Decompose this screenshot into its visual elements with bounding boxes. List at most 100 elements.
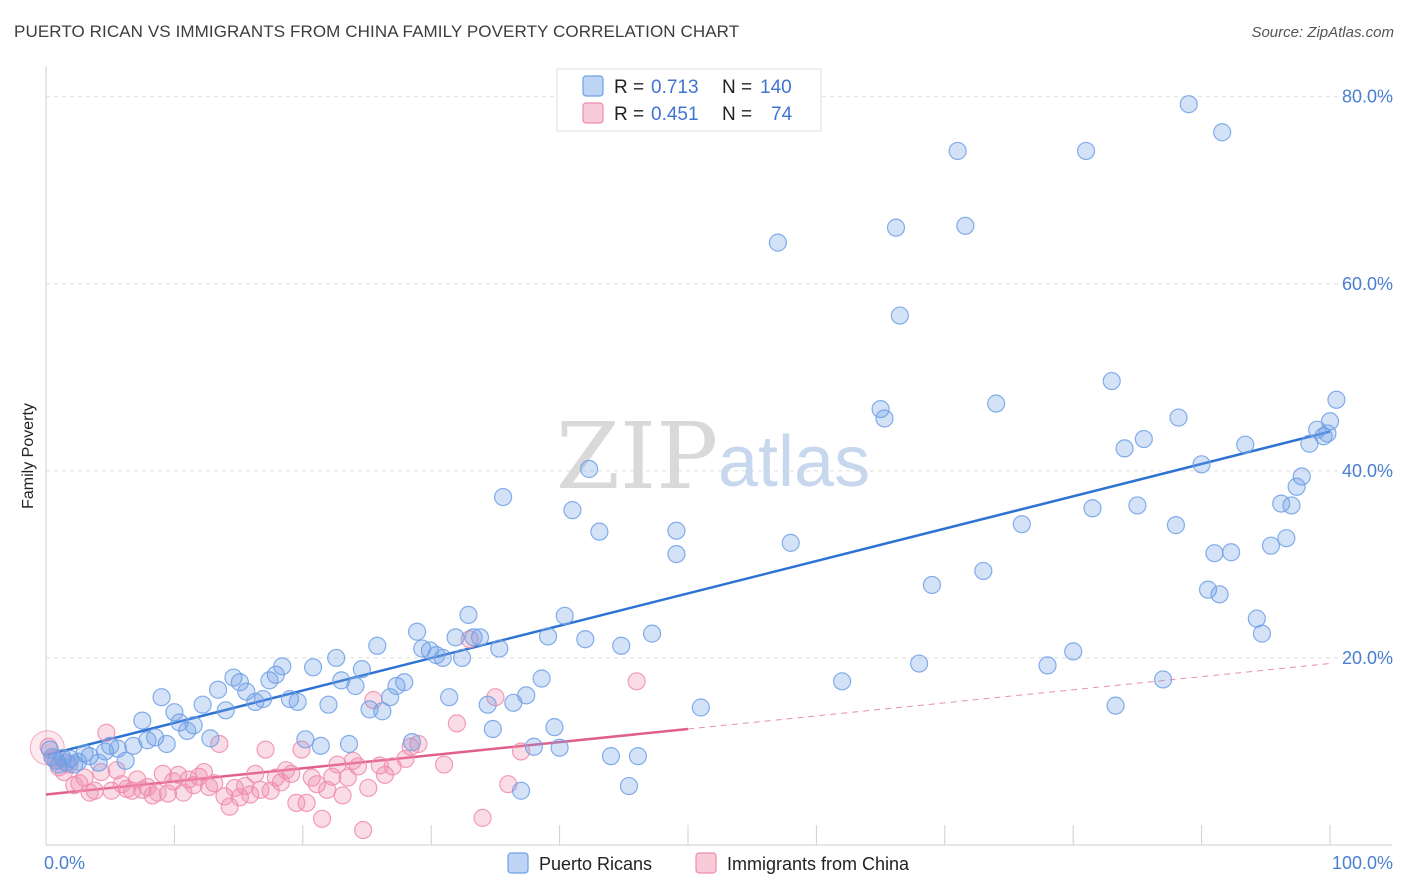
point-puerto-rican-74: [524, 737, 544, 756]
point-puerto-rican-91: [691, 698, 710, 717]
point-puerto-rican-102: [956, 216, 975, 235]
point-puerto-rican-65: [464, 628, 483, 647]
point-puerto-rican-46: [339, 734, 359, 754]
y-tick-label-40: 40.0%: [1342, 461, 1393, 481]
point-puerto-rican-106: [1038, 656, 1057, 675]
point-puerto-rican-100: [922, 575, 942, 595]
point-puerto-rican-75: [532, 669, 551, 688]
point-puerto-rican-52: [381, 688, 400, 707]
y-tick-label-20: 20.0%: [1342, 648, 1393, 668]
watermark-atlas: atlas: [718, 422, 870, 502]
point-puerto-rican-77: [545, 718, 564, 737]
point-puerto-rican-118: [1179, 95, 1198, 114]
point-puerto-rican-62: [446, 628, 465, 647]
point-china-74: [486, 688, 505, 707]
point-puerto-rican-21: [157, 734, 176, 754]
point-china-6: [70, 774, 89, 793]
point-china-52: [307, 775, 327, 794]
point-puerto-rican-51: [373, 702, 392, 721]
point-puerto-rican-133: [1292, 467, 1311, 486]
trend-line-0: [45, 430, 1331, 757]
point-puerto-rican-19: [146, 728, 165, 747]
point-puerto-rican-104: [987, 394, 1006, 413]
point-china-61: [354, 820, 373, 840]
point-puerto-rican-70: [494, 487, 513, 507]
point-china-17: [128, 770, 147, 789]
point-puerto-rican-122: [1210, 585, 1229, 604]
point-china-57: [333, 786, 352, 805]
y-tick-label-60: 60.0%: [1342, 274, 1393, 294]
point-puerto-rican-114: [1134, 429, 1153, 449]
point-puerto-rican-28: [208, 680, 228, 699]
point-puerto-rican-11: [89, 753, 108, 772]
point-puerto-rican-109: [1083, 499, 1102, 518]
point-puerto-rican-87: [628, 747, 648, 766]
point-china-53: [312, 809, 332, 828]
point-puerto-rican-48: [352, 660, 371, 679]
grid-lines: [46, 96, 1392, 659]
point-puerto-rican-78: [550, 738, 569, 757]
point-puerto-rican-92: [768, 233, 787, 252]
point-china-59: [343, 751, 362, 770]
point-puerto-rican-86: [619, 776, 639, 796]
point-puerto-rican-95: [871, 400, 890, 419]
point-china-56: [328, 755, 347, 774]
point-puerto-rican-32: [237, 682, 256, 701]
point-puerto-rican-42: [311, 736, 330, 755]
point-puerto-rican-113: [1128, 496, 1147, 515]
point-puerto-rican-9: [75, 744, 94, 763]
point-puerto-rican-124: [1222, 543, 1241, 562]
point-puerto-rican-125: [1236, 435, 1255, 454]
point-puerto-rican-98: [890, 306, 909, 325]
point-china-9: [85, 781, 104, 800]
legend-n-value-2: 74: [771, 104, 793, 125]
point-puerto-rican-76: [538, 627, 558, 646]
point-china-47: [282, 764, 301, 784]
point-puerto-rican-34: [253, 689, 273, 709]
point-puerto-rican-82: [580, 459, 599, 479]
point-puerto-rican-47: [346, 676, 365, 696]
point-puerto-rican-116: [1166, 516, 1186, 535]
point-china-42: [256, 740, 275, 759]
legend-r-label-1: R =: [614, 77, 644, 98]
point-puerto-rican-112: [1115, 439, 1134, 458]
point-china-48: [287, 793, 306, 813]
point-puerto-rican-123: [1213, 123, 1232, 142]
point-puerto-rican-73: [517, 686, 536, 705]
series-immigrants-from-china: [29, 630, 646, 840]
point-puerto-rican-69: [490, 639, 509, 658]
legend-n-label-2: N =: [722, 104, 752, 125]
point-china-64: [370, 756, 389, 775]
point-puerto-rican-84: [601, 747, 621, 766]
legend-r-value-2: 0.451: [651, 104, 699, 125]
point-china-12: [102, 781, 121, 800]
point-puerto-rican-31: [230, 673, 249, 692]
point-puerto-rican-27: [201, 729, 220, 748]
point-puerto-rican-43: [319, 695, 338, 714]
point-puerto-rican-80: [563, 501, 582, 520]
point-puerto-rican-93: [781, 533, 800, 552]
point-puerto-rican-120: [1198, 580, 1218, 599]
point-puerto-rican-40: [296, 730, 315, 749]
point-china-70: [434, 755, 454, 774]
legend-r-label-2: R =: [614, 104, 644, 125]
point-puerto-rican-63: [452, 648, 472, 668]
point-puerto-rican-54: [395, 673, 414, 692]
x-tick-min: 0.0%: [44, 853, 85, 873]
point-puerto-rican-50: [368, 636, 387, 655]
watermark-zip: ZIP: [556, 403, 718, 510]
point-puerto-rican-101: [948, 141, 967, 161]
series-legend: Puerto Ricans Immigrants from China: [507, 852, 910, 874]
trend-line-1: [45, 727, 689, 796]
trend-extension-1: [687, 663, 1331, 730]
point-puerto-rican-103: [974, 561, 993, 581]
point-china-73: [473, 808, 492, 827]
point-puerto-rican-139: [1327, 390, 1346, 409]
y-axis-label: Family Poverty: [20, 403, 37, 509]
legend-n-label-1: N =: [722, 77, 752, 98]
point-puerto-rican-117: [1169, 408, 1188, 427]
point-puerto-rican-0: [40, 740, 59, 759]
point-china-62: [359, 778, 378, 798]
bottom-legend-label-puerto-ricans: Puerto Ricans: [539, 854, 652, 874]
